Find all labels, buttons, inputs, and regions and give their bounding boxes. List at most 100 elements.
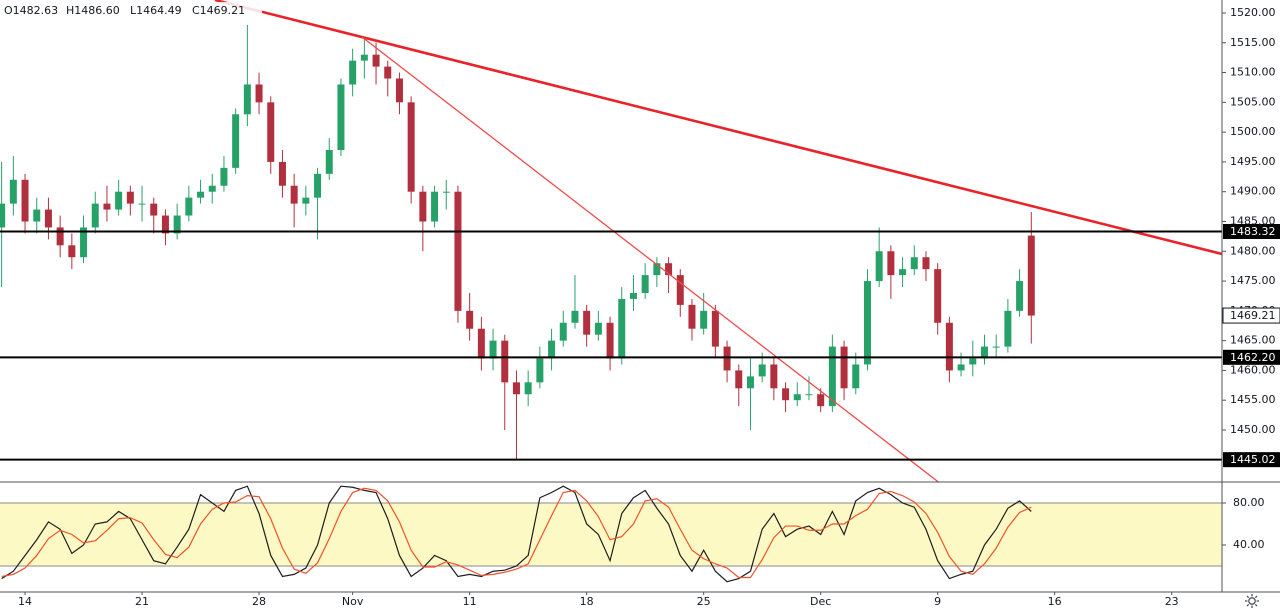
candle-body <box>489 340 497 359</box>
x-tick-label: 14 <box>18 595 32 608</box>
y-tick-label: 1520.00 <box>1230 6 1276 19</box>
candle-body <box>360 54 368 61</box>
candle-body <box>735 370 743 389</box>
candle-body <box>103 203 111 210</box>
candle-body <box>33 209 41 222</box>
candle-body <box>688 304 696 329</box>
y-tick-label: 1510.00 <box>1230 66 1276 79</box>
ohlc-open: O1482.63 <box>4 4 58 17</box>
indicator-pane <box>1 485 1032 583</box>
candle-body <box>852 364 860 389</box>
candle-body <box>395 78 403 103</box>
candle-body <box>197 191 205 198</box>
y-tick-label: 1450.00 <box>1230 423 1276 436</box>
candle-body <box>863 281 871 365</box>
candle-body <box>68 245 76 258</box>
candle-body <box>278 161 286 186</box>
indicator-y-tick-label: 80.00 <box>1233 496 1265 509</box>
y-tick-label: 1495.00 <box>1230 155 1276 168</box>
x-tick-label: 11 <box>463 595 477 608</box>
candle-body <box>980 346 988 359</box>
y-tick-label: 1480.00 <box>1230 244 1276 257</box>
candle-body <box>793 394 801 401</box>
candle-body <box>723 346 731 371</box>
level-label: 1462.20 <box>1230 351 1276 364</box>
ohlc-high: H1486.60 <box>66 4 120 17</box>
candle-body <box>314 173 322 198</box>
candle-body <box>208 185 216 192</box>
y-tick-label: 1505.00 <box>1230 95 1276 108</box>
price-pane <box>0 0 1222 482</box>
candle-body <box>501 340 509 383</box>
level-label-box <box>1223 452 1280 468</box>
candle-body <box>138 203 146 205</box>
y-tick-label: 1515.00 <box>1230 36 1276 49</box>
candle-body <box>384 66 392 79</box>
x-tick-label: 21 <box>135 595 149 608</box>
candle-body <box>372 54 380 67</box>
candle-body <box>770 364 778 389</box>
candle-body <box>185 197 193 216</box>
settings-icon[interactable] <box>1245 594 1259 608</box>
candle-body <box>758 364 766 377</box>
candle-body <box>746 376 754 389</box>
candle-body <box>629 292 637 299</box>
candle-body <box>325 150 333 174</box>
trend-line <box>214 0 1222 256</box>
candle-body <box>1027 235 1035 316</box>
candle-body <box>80 227 88 258</box>
y-tick-label: 1455.00 <box>1230 393 1276 406</box>
x-tick-label: 16 <box>1048 595 1062 608</box>
candle-body <box>606 322 614 359</box>
legend-background <box>0 2 262 19</box>
candle-body <box>665 263 673 276</box>
x-tick-label: 23 <box>1165 595 1179 608</box>
y-tick-label: 1475.00 <box>1230 274 1276 287</box>
candle-body <box>243 84 251 115</box>
candle-body <box>442 191 450 193</box>
level-label: 1483.32 <box>1230 225 1276 238</box>
y-tick-label: 1500.00 <box>1230 125 1276 138</box>
candle-body <box>21 179 29 222</box>
candle-body <box>454 191 462 311</box>
candle-body <box>676 275 684 305</box>
candle-body <box>817 394 825 407</box>
last-price-box <box>1222 307 1280 324</box>
x-tick-label: Nov <box>342 595 364 608</box>
stochastic-line <box>1 487 1032 579</box>
level-label-box <box>1223 349 1280 365</box>
candle-body <box>524 382 532 395</box>
x-tick-label: 9 <box>934 595 941 608</box>
x-tick-label: 25 <box>697 595 711 608</box>
candle-body <box>126 191 134 204</box>
y-tick-label: 1460.00 <box>1230 363 1276 376</box>
trend-line <box>361 36 939 482</box>
candle-body <box>512 382 520 395</box>
candle-body <box>349 60 357 85</box>
candle-body <box>56 227 64 246</box>
x-tick-label: Dec <box>810 595 831 608</box>
candle-body <box>875 251 883 282</box>
x-tick-label: 28 <box>252 595 266 608</box>
level-label-box <box>1223 223 1280 239</box>
candle-body <box>173 215 181 234</box>
candle-body <box>583 310 591 335</box>
candle-body <box>805 394 813 396</box>
candle-body <box>945 322 953 371</box>
candle-body <box>419 191 427 222</box>
stochastic-line <box>1 485 1032 583</box>
candle-body <box>232 114 240 168</box>
candle-body <box>571 310 579 323</box>
y-tick-label: 1490.00 <box>1230 185 1276 198</box>
candle-body <box>887 251 895 276</box>
candle-body <box>711 310 719 347</box>
candle-body <box>150 203 158 216</box>
candle-body <box>1004 310 1012 347</box>
candle-body <box>115 191 123 210</box>
candle-body <box>290 185 298 204</box>
candle-body <box>910 257 918 270</box>
level-label: 1445.02 <box>1230 453 1276 466</box>
candle-body <box>9 179 17 204</box>
candle-body <box>431 191 439 222</box>
